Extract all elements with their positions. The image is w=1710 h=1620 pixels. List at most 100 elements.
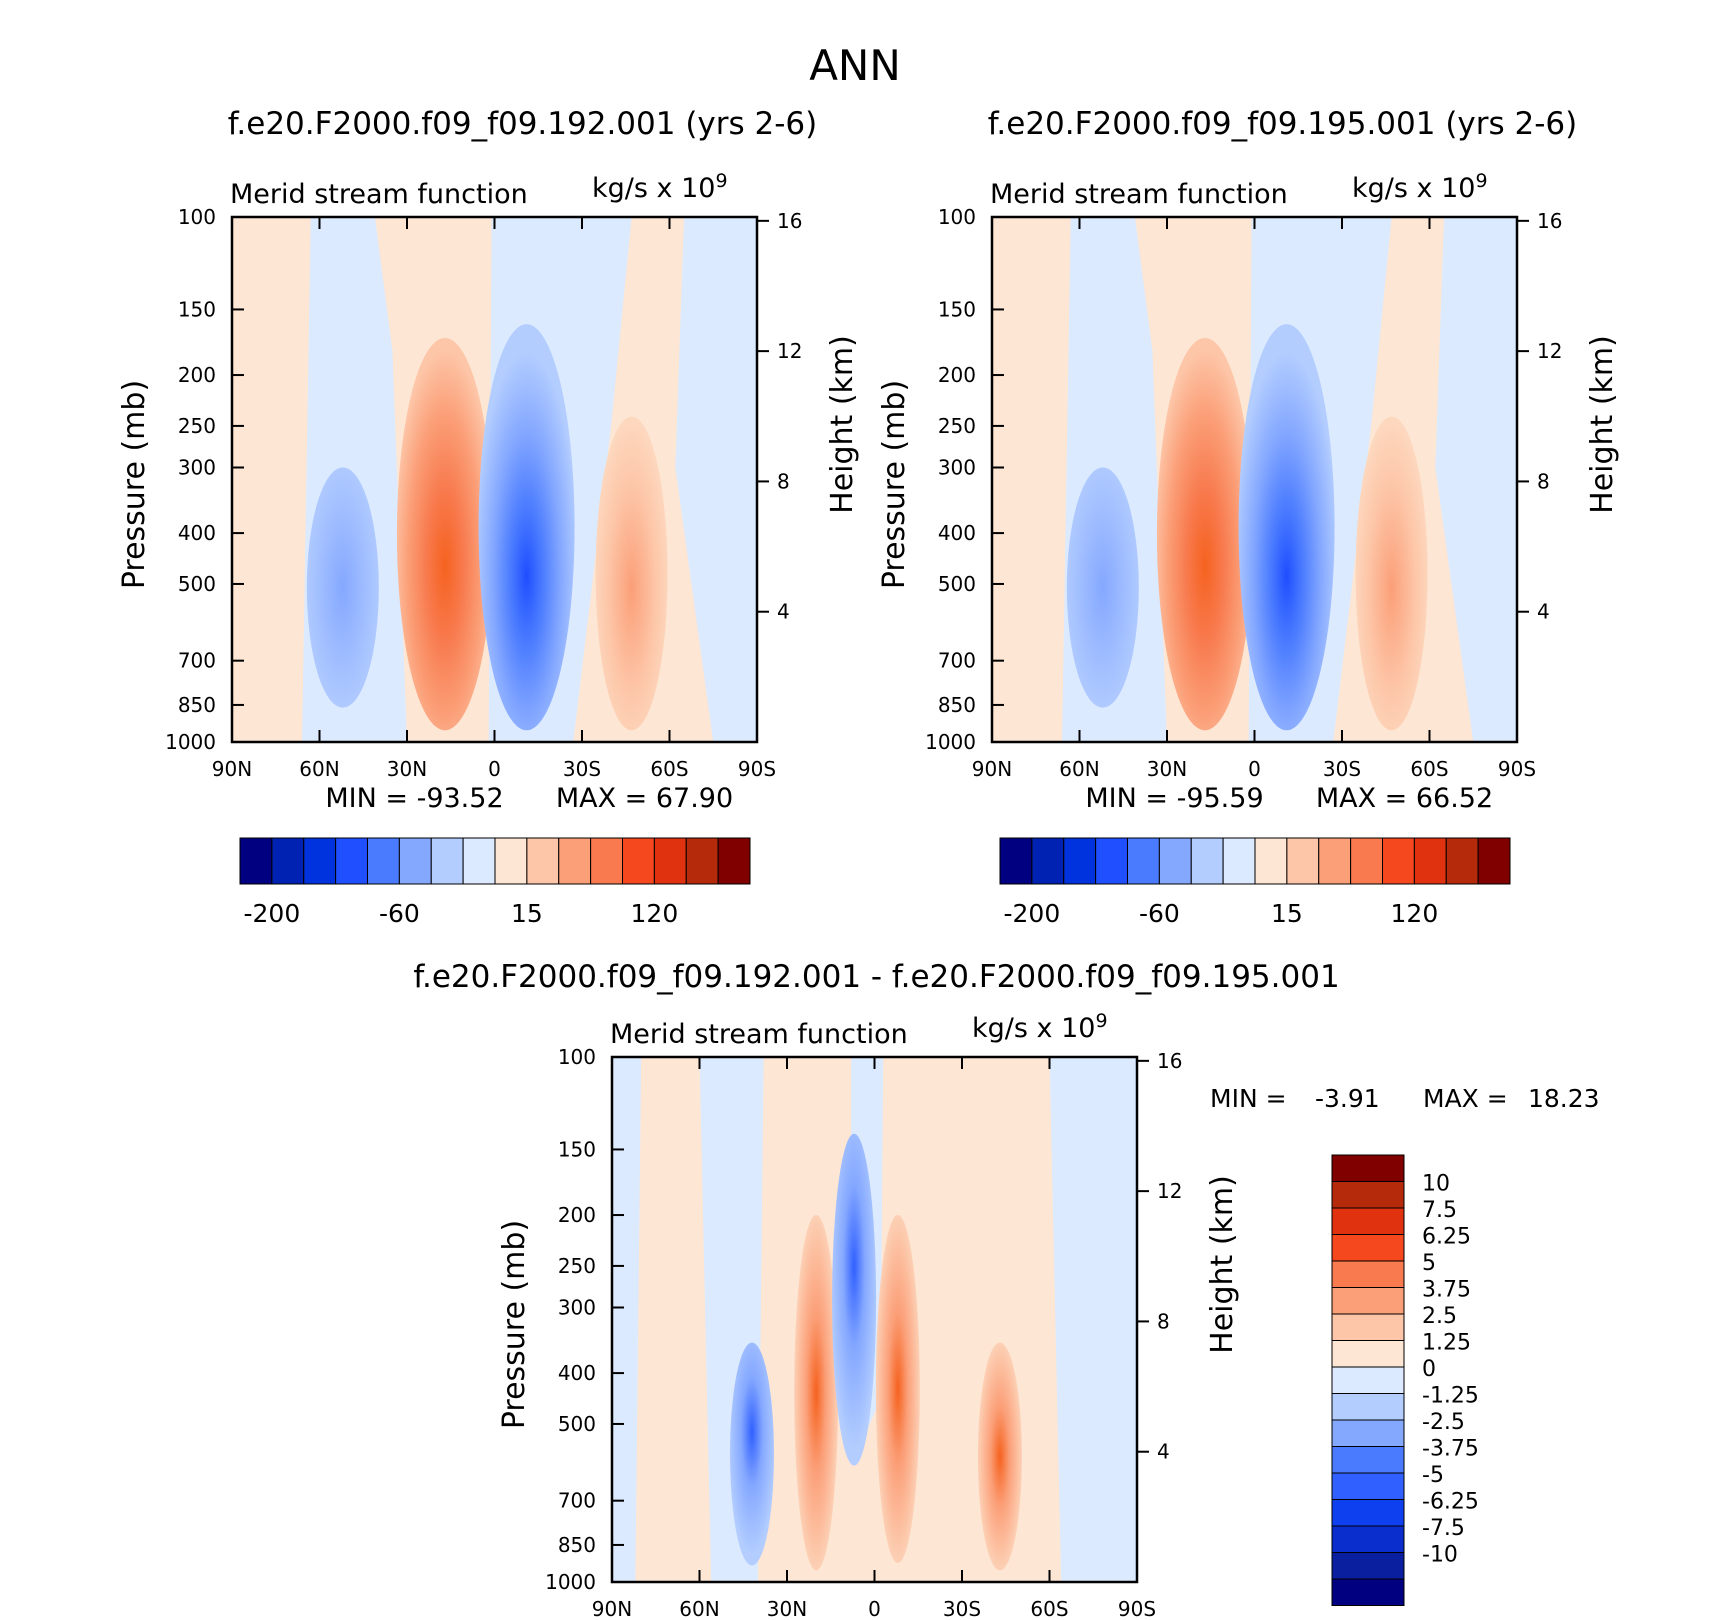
colorbar-swatch (1331, 1366, 1405, 1394)
min-label: MIN = -93.52 (325, 783, 503, 814)
colorbar-swatch (558, 837, 592, 885)
colorbar-swatch (717, 837, 751, 885)
colorbar-swatch (1331, 1499, 1405, 1527)
colorbar-swatch (271, 837, 305, 885)
colorbar-label: -3.75 (1422, 1437, 1479, 1462)
colorbar-swatch (1331, 1154, 1405, 1182)
colorbar-swatch (239, 837, 273, 885)
min-value: -3.91 (1315, 1084, 1380, 1113)
y-tick-label: 250 (558, 1254, 596, 1278)
y-right-tick-label: 16 (1157, 1049, 1182, 1073)
y-tick-label: 400 (938, 521, 976, 545)
colorbar-swatch (367, 837, 400, 885)
y-tick-label: 100 (938, 205, 976, 229)
colorbar-swatch (1031, 837, 1065, 885)
field-cell (396, 337, 493, 731)
units-label: kg/s x 109 (592, 170, 728, 204)
colorbar-label: 120 (631, 899, 679, 928)
y-tick-label: 300 (178, 455, 216, 479)
colorbar-swatch (1318, 837, 1352, 885)
y-tick-label: 250 (938, 414, 976, 438)
y-right-tick-label: 4 (1537, 600, 1550, 624)
colorbar-swatch (1095, 837, 1128, 885)
colorbar-swatch (1331, 1260, 1405, 1288)
colorbar-swatch (1331, 1552, 1405, 1580)
colorbar-swatch (999, 837, 1033, 885)
y-tick-label: 500 (938, 572, 976, 596)
y-tick-label: 200 (558, 1203, 596, 1227)
panel-title: f.e20.F2000.f09_f09.192.001 (yrs 2-6) (228, 106, 818, 142)
colorbar-swatch (1127, 837, 1160, 885)
x-tick-label: 30S (943, 1597, 981, 1620)
colorbar-swatch (462, 837, 496, 885)
colorbar-swatch (494, 837, 528, 885)
x-tick-label: 60N (299, 757, 339, 781)
colorbar-label: -60 (1139, 899, 1180, 928)
y-tick-label: 300 (558, 1295, 596, 1319)
x-tick-label: 30S (563, 757, 601, 781)
y-right-tick-label: 16 (1537, 209, 1562, 233)
field-cell (794, 1215, 839, 1571)
y-tick-label: 300 (938, 455, 976, 479)
min-label: MIN = (1210, 1084, 1287, 1113)
y-tick-label: 100 (558, 1045, 596, 1069)
y-right-tick-label: 4 (1157, 1440, 1170, 1464)
x-tick-label: 90S (738, 757, 776, 781)
colorbar-label: 120 (1391, 899, 1439, 928)
field-cell (730, 1342, 774, 1566)
x-tick-label: 0 (868, 1597, 881, 1620)
y-tick-label: 700 (178, 649, 216, 673)
x-tick-label: 30N (1147, 757, 1187, 781)
x-tick-label: 90S (1118, 1597, 1156, 1620)
colorbar-label: 0 (1422, 1357, 1436, 1382)
colorbar-swatch (430, 837, 464, 885)
x-tick-label: 90N (972, 757, 1012, 781)
y-axis-label: Pressure (mb) (117, 380, 152, 589)
x-tick-label: 90N (592, 1597, 632, 1620)
min-label: MIN = -95.59 (1085, 783, 1263, 814)
field-cell (306, 467, 379, 708)
colorbar-swatch (526, 837, 560, 885)
y-tick-label: 500 (558, 1412, 596, 1436)
variable-label: Merid stream function (610, 1019, 908, 1050)
y-tick-label: 1000 (165, 730, 216, 754)
colorbar-label: 7.5 (1422, 1198, 1457, 1223)
colorbar-swatch (1331, 1181, 1405, 1209)
colorbar-swatch (1331, 1578, 1405, 1606)
y-right-tick-label: 16 (777, 209, 802, 233)
units-label: kg/s x 109 (972, 1010, 1108, 1044)
max-label: MAX = (1423, 1084, 1508, 1113)
colorbar-label: 6.25 (1422, 1225, 1471, 1250)
panel-title: f.e20.F2000.f09_f09.195.001 (yrs 2-6) (988, 106, 1578, 142)
max-label: MAX = 66.52 (1316, 783, 1493, 814)
panels: f.e20.F2000.f09_f09.192.001 (yrs 2-6) Mer… (117, 106, 1620, 1620)
x-tick-label: 30N (767, 1597, 807, 1620)
y-tick-label: 250 (178, 414, 216, 438)
colorbar-swatch (1350, 837, 1383, 885)
colorbar-label: 15 (1271, 899, 1303, 928)
figure-title: ANN (809, 41, 901, 90)
colorbar-swatch (1222, 837, 1256, 885)
colorbar-swatch (1331, 1525, 1405, 1553)
colorbar-swatch (1254, 837, 1288, 885)
x-tick-label: 90S (1498, 757, 1536, 781)
colorbar-swatch (1158, 837, 1192, 885)
colorbar-label: 5 (1422, 1251, 1436, 1276)
max-value: 18.23 (1528, 1084, 1600, 1113)
colorbar-swatch (1331, 1234, 1405, 1262)
field-cell (875, 1215, 920, 1563)
field-cell (478, 324, 575, 731)
chart-panel-3: f.e20.F2000.f09_f09.192.001 - f.e20.F200… (413, 959, 1599, 1620)
y-tick-label: 700 (558, 1489, 596, 1513)
x-tick-label: 0 (488, 757, 501, 781)
colorbar-swatch (1382, 837, 1415, 885)
colorbar-swatch (1331, 1313, 1405, 1341)
colorbar-swatch (303, 837, 337, 885)
colorbar-label: -5 (1422, 1463, 1444, 1488)
y-tick-label: 850 (938, 693, 976, 717)
field-cell (1355, 416, 1428, 731)
y-tick-label: 150 (178, 297, 216, 321)
colorbar-swatch (1286, 837, 1320, 885)
y-tick-label: 500 (178, 572, 216, 596)
